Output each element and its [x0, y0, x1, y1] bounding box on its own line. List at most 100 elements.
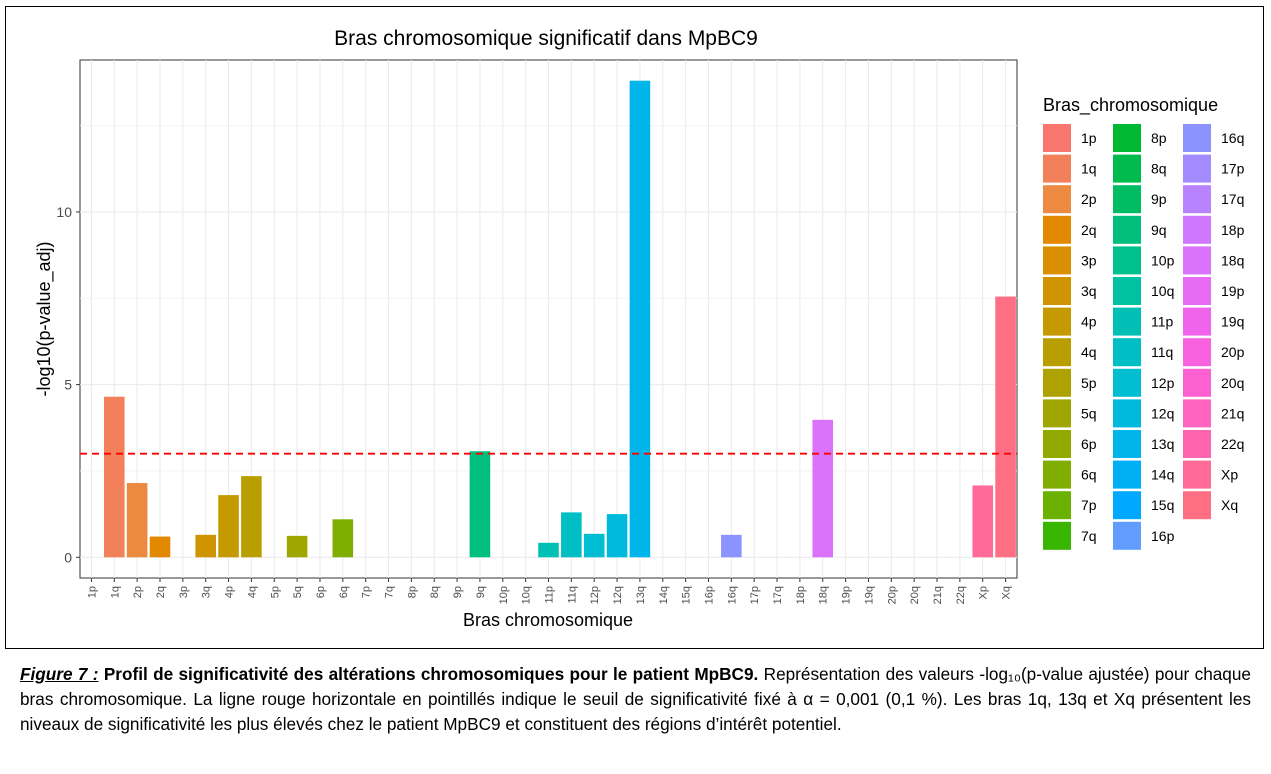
- legend-key: [1113, 460, 1141, 489]
- legend-label: 12q: [1151, 405, 1174, 421]
- legend-key: [1183, 460, 1211, 489]
- legend-key: [1043, 277, 1071, 305]
- bar-3q: [195, 534, 216, 558]
- x-tick-label: 10q: [521, 586, 533, 604]
- x-tick-label: 2q: [155, 586, 167, 598]
- legend-label: 16q: [1221, 130, 1244, 146]
- legend-key: [1183, 277, 1211, 305]
- legend-key: [1113, 246, 1141, 275]
- x-tick-label: 12p: [589, 586, 601, 604]
- legend-key: [1113, 307, 1141, 336]
- bar-11q: [561, 512, 582, 558]
- caption-title: Profil de significativité des altération…: [103, 664, 759, 684]
- bar-13q: [629, 80, 651, 558]
- x-axis: 1p 1q 2p 2q 3p 3q 4p 4q 5p 5q 6p 6q 7p 7q 8p 8q 9p 9q 10p 1…: [86, 578, 1013, 604]
- legend-label: 9q: [1151, 222, 1167, 238]
- bar-12q: [606, 514, 628, 558]
- bar-Xq: [995, 296, 1016, 558]
- legend-label: 4q: [1081, 344, 1097, 360]
- legend-key: [1043, 460, 1071, 489]
- x-tick-label: 20p: [886, 586, 898, 604]
- legend-key: [1043, 368, 1071, 397]
- legend-label: 22q: [1221, 436, 1244, 452]
- legend-key: [1043, 430, 1071, 458]
- legend-key: [1183, 154, 1211, 183]
- legend-label: 9p: [1151, 191, 1167, 207]
- x-tick-label: 18p: [795, 586, 807, 604]
- legend-label: 2q: [1081, 222, 1097, 238]
- bar-6q: [332, 519, 354, 558]
- legend-label: 20q: [1221, 375, 1244, 391]
- legend-label: 6p: [1081, 436, 1097, 452]
- bar-9q: [469, 451, 491, 558]
- legend-label: 7q: [1081, 528, 1097, 544]
- x-tick-label: 17p: [749, 586, 761, 604]
- legend-key: [1113, 215, 1141, 244]
- x-tick-label: 5q: [292, 586, 304, 598]
- legend: 1p 1q 2p 2q 3p 3q 4p 4q 5p 5q 6p 6q 7p 7q 8p 8q 9p 9q 10p 1…: [1043, 124, 1245, 550]
- y-axis-label: -log10(p-value_adj): [34, 241, 55, 396]
- x-tick-label: 1p: [86, 586, 98, 598]
- legend-label: 8p: [1151, 130, 1167, 146]
- x-tick-label: 3p: [178, 586, 190, 598]
- legend-key: [1113, 154, 1141, 183]
- x-tick-label: 15q: [681, 586, 693, 604]
- y-tick-label: 5: [64, 377, 72, 393]
- legend-key: [1043, 215, 1071, 244]
- legend-key: [1183, 368, 1211, 397]
- bar-12p: [583, 533, 605, 558]
- x-tick-label: 9p: [452, 586, 464, 598]
- grid: [80, 60, 1017, 578]
- legend-key: [1183, 491, 1211, 520]
- legend-label: 8q: [1151, 161, 1167, 177]
- x-tick-label: 20q: [909, 586, 921, 604]
- legend-key: [1043, 124, 1071, 152]
- x-tick-label: 17q: [772, 586, 784, 604]
- legend-label: 15q: [1151, 497, 1174, 513]
- legend-title: Bras_chromosomique: [1043, 95, 1218, 116]
- bar-18q: [812, 419, 834, 558]
- legend-label: 5p: [1081, 375, 1097, 391]
- legend-key: [1113, 399, 1141, 428]
- y-tick-label: 10: [56, 204, 72, 220]
- bar-11p: [538, 542, 559, 558]
- legend-key: [1183, 307, 1211, 336]
- x-tick-label: 11q: [566, 586, 578, 604]
- x-tick-label: 22q: [955, 586, 967, 604]
- legend-key: [1113, 521, 1141, 550]
- bar-1q: [103, 396, 125, 558]
- legend-label: 1p: [1081, 130, 1097, 146]
- x-tick-label: 9q: [475, 586, 487, 598]
- x-tick-label: 21q: [932, 586, 944, 604]
- legend-label: 21q: [1221, 405, 1244, 421]
- x-tick-label: 18q: [818, 586, 830, 604]
- legend-label: 19p: [1221, 283, 1245, 299]
- bar-4q: [241, 476, 262, 558]
- x-tick-label: 4q: [246, 586, 258, 598]
- bar-Xp: [972, 485, 994, 558]
- legend-label: 17q: [1221, 191, 1244, 207]
- legend-label: Xq: [1221, 497, 1238, 513]
- figure-frame: Bras chromosomique significatif dans MpB…: [5, 6, 1264, 649]
- x-tick-label: 1q: [109, 586, 121, 598]
- legend-key: [1183, 185, 1211, 214]
- x-tick-label: 8p: [406, 586, 418, 598]
- x-tick-label: 10p: [498, 586, 510, 604]
- legend-key: [1113, 338, 1141, 367]
- legend-key: [1183, 430, 1211, 458]
- legend-key: [1043, 307, 1071, 336]
- legend-label: 6q: [1081, 467, 1097, 483]
- x-tick-label: 12q: [612, 586, 624, 604]
- legend-key: [1113, 491, 1141, 520]
- legend-label: 4p: [1081, 314, 1097, 330]
- legend-label: 18p: [1221, 222, 1245, 238]
- legend-label: 10p: [1151, 252, 1175, 268]
- x-axis-label: Bras chromosomique: [463, 610, 633, 630]
- bar-2q: [149, 536, 171, 558]
- legend-key: [1183, 246, 1211, 275]
- x-tick-label: 4p: [224, 586, 236, 598]
- legend-key: [1113, 277, 1141, 305]
- x-tick-label: 6p: [315, 586, 327, 598]
- legend-label: 1q: [1081, 161, 1097, 177]
- legend-label: 18q: [1221, 252, 1244, 268]
